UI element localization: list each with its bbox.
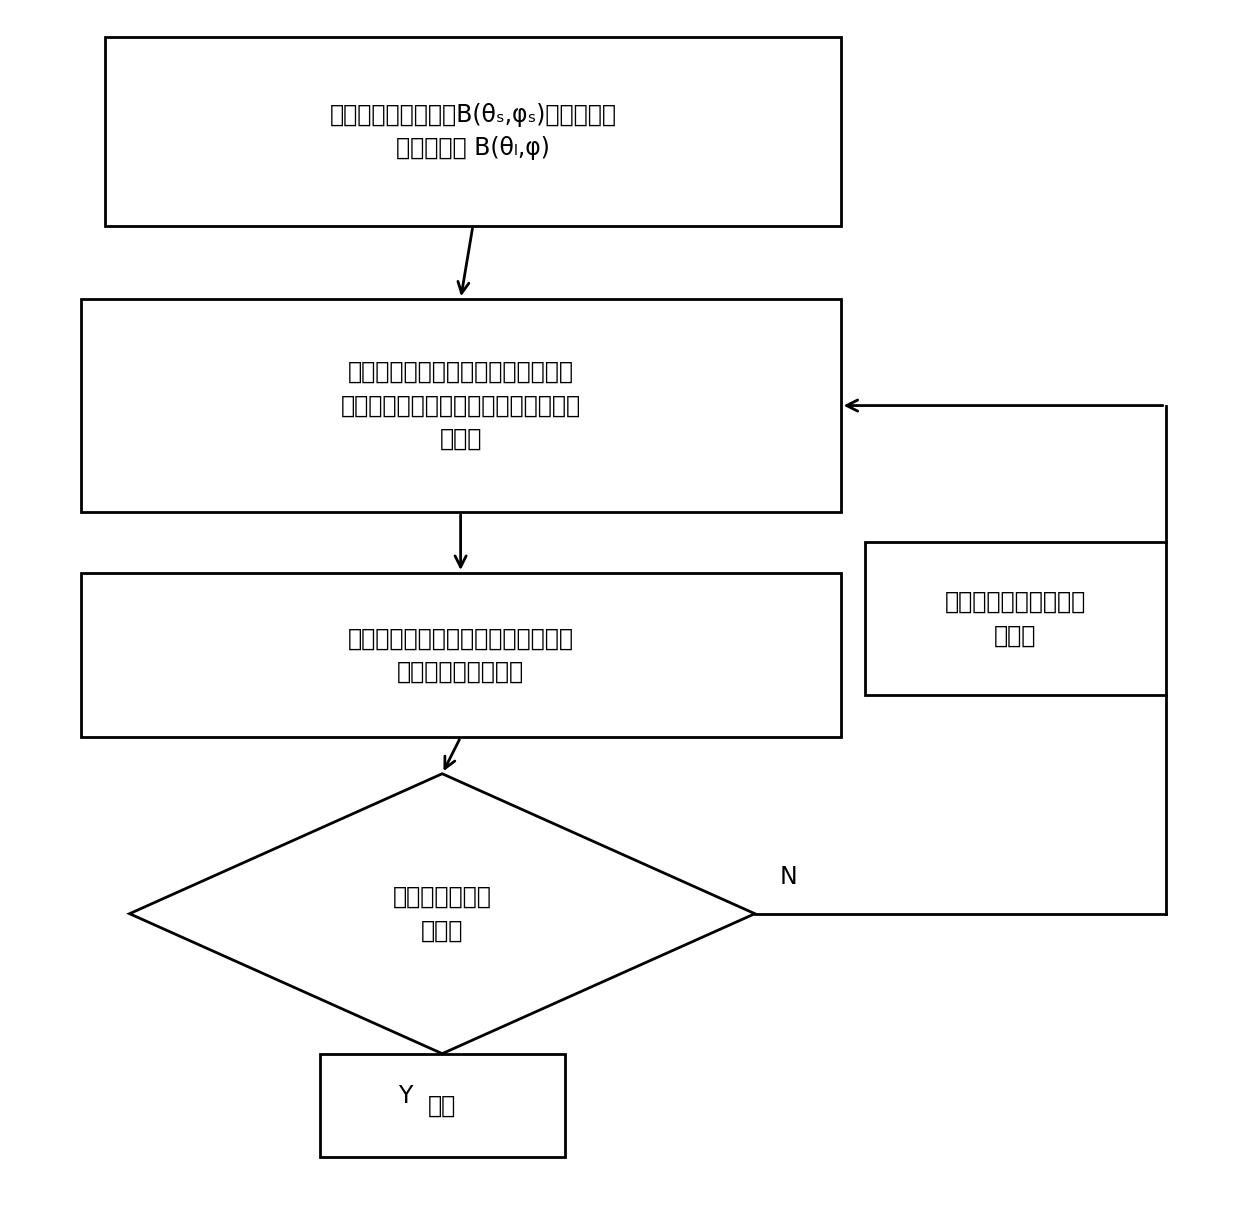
Bar — [105, 37, 841, 227]
Text: Y: Y — [398, 1085, 413, 1108]
Bar — [81, 572, 841, 737]
Polygon shape — [129, 774, 755, 1054]
Text: 计算声源球谐信号与各扬声器的球谐
信号的相关，选出最匹配的扬声器并求
其系数: 计算声源球谐信号与各扬声器的球谐 信号的相关，选出最匹配的扬声器并求 其系数 — [341, 359, 580, 451]
Text: 结束: 结束 — [428, 1093, 456, 1118]
Bar — [81, 299, 841, 512]
Bar — [320, 1054, 565, 1157]
Bar — [866, 543, 1166, 694]
Text: 扬声器是否匹配
完毕？: 扬声器是否匹配 完毕？ — [393, 885, 491, 943]
Text: 把残差信号赋给声源球
谐信号: 把残差信号赋给声源球 谐信号 — [945, 590, 1086, 648]
Text: 生成声源的球谐信号B(θₛ,φₛ)及各扬声器
的球谐信号 B(θₗ,φ): 生成声源的球谐信号B(θₛ,φₛ)及各扬声器 的球谐信号 B(θₗ,φ) — [330, 103, 616, 160]
Text: N: N — [780, 865, 797, 889]
Text: 声源球谐信号减去最匹配扬声器球谐
信号解出残差信号量: 声源球谐信号减去最匹配扬声器球谐 信号解出残差信号量 — [347, 627, 574, 683]
